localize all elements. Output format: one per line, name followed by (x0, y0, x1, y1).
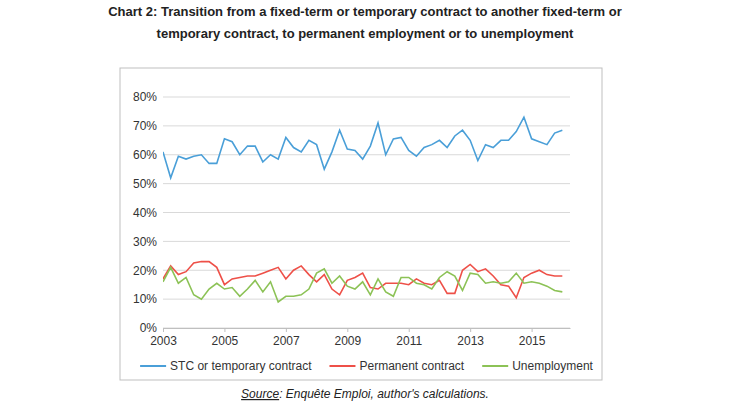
chart-title: Chart 2: Transition from a fixed-term or… (108, 4, 622, 19)
x-tick: 2003 (150, 328, 177, 348)
grid-line (163, 241, 570, 242)
y-tick: 20% (133, 264, 163, 278)
y-tick: 50% (133, 177, 163, 191)
x-tick-mark (163, 328, 164, 332)
x-tick-label: 2013 (457, 334, 484, 348)
chart-title: temporary contract, to permanent employm… (157, 26, 574, 41)
x-tick-mark (532, 328, 533, 332)
series-line (163, 262, 562, 298)
x-tick: 2009 (334, 328, 361, 348)
x-tick-label: 2009 (334, 334, 361, 348)
y-tick: 30% (133, 235, 163, 249)
y-tick-label: 40% (133, 206, 157, 220)
x-tick-label: 2007 (273, 334, 300, 348)
y-tick-label: 20% (133, 264, 157, 278)
grid-line (163, 97, 570, 98)
legend-item: Unemployment (482, 359, 593, 373)
chart-svg: Chart 2: Transition from a fixed-term or… (0, 0, 730, 410)
chart-frame (120, 68, 602, 380)
legend-label: Unemployment (512, 359, 593, 373)
grid (163, 97, 570, 328)
grid-line (163, 328, 570, 329)
x-tick-mark (347, 328, 348, 332)
grid-line (163, 125, 570, 126)
source-note: Source: Enquête Emploi, author's calcula… (241, 387, 489, 401)
y-tick-label: 30% (133, 235, 157, 249)
source-label: Source (241, 387, 279, 401)
y-tick: 60% (133, 148, 163, 162)
y-tick-label: 60% (133, 148, 157, 162)
y-tick-label: 50% (133, 177, 157, 191)
x-tick-mark (286, 328, 287, 332)
x-tick: 2015 (519, 328, 546, 348)
y-axis: 0%10%20%30%40%50%60%70%80% (133, 90, 164, 335)
legend-swatch (140, 365, 166, 367)
grid-line (163, 270, 570, 271)
legend-item: STC or temporary contract (140, 359, 312, 373)
x-tick-mark (409, 328, 410, 332)
y-tick: 70% (133, 119, 163, 133)
x-tick: 2011 (396, 328, 422, 348)
y-tick-label: 10% (133, 292, 157, 306)
y-tick: 10% (133, 292, 163, 306)
legend: STC or temporary contract Permanent contr… (140, 359, 593, 373)
y-tick: 80% (133, 90, 163, 104)
x-tick-label: 2015 (519, 334, 546, 348)
x-tick-mark (470, 328, 471, 332)
y-tick-label: 80% (133, 90, 157, 104)
x-tick-label: 2003 (150, 334, 177, 348)
legend-label: Permanent contract (359, 359, 464, 373)
grid-line (163, 154, 570, 155)
x-tick-label: 2005 (212, 334, 239, 348)
series-line (163, 267, 562, 302)
series-line (163, 117, 562, 178)
x-tick: 2005 (212, 328, 239, 348)
grid-line (163, 299, 570, 300)
y-tick: 40% (133, 206, 163, 220)
grid-line (163, 183, 570, 184)
source-text: : Enquête Emploi, author's calculations. (279, 387, 489, 401)
x-tick: 2007 (273, 328, 300, 348)
legend-swatch (482, 365, 508, 367)
x-tick-mark (224, 328, 225, 332)
legend-label: STC or temporary contract (170, 359, 312, 373)
x-tick: 2013 (457, 328, 484, 348)
grid-line (163, 212, 570, 213)
legend-item: Permanent contract (329, 359, 464, 373)
y-axis-line (163, 98, 164, 329)
x-axis: 2003 2005 2007 2009 2011 2013 2015 (150, 328, 570, 348)
y-tick-label: 70% (133, 119, 157, 133)
series-lines (163, 117, 562, 302)
x-tick-label: 2011 (396, 334, 422, 348)
legend-swatch (329, 365, 355, 367)
